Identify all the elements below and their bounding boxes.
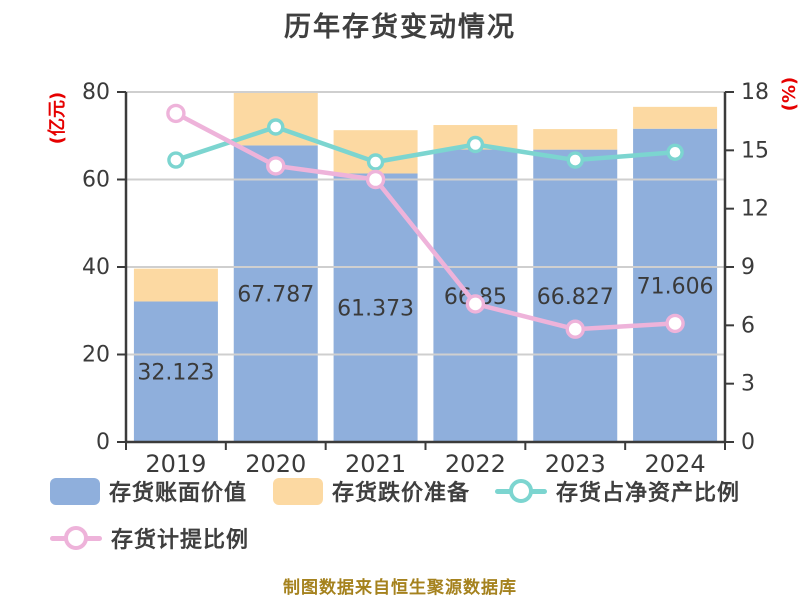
right-axis-unit-label: (%) bbox=[779, 77, 800, 112]
marker-net-asset-ratio-2019 bbox=[167, 151, 185, 169]
marker-provision-ratio-2019 bbox=[166, 103, 186, 124]
chart-title: 历年存货变动情况 bbox=[284, 12, 516, 43]
left-tick-label: 0 bbox=[96, 430, 110, 455]
left-tick-label: 20 bbox=[82, 343, 110, 368]
bar-value-label-2024: 71.606 bbox=[637, 274, 714, 299]
x-axis-label-2024: 2024 bbox=[645, 450, 706, 478]
legend-label-provision-ratio: 存货计提比例 bbox=[111, 528, 250, 553]
left-tick-label: 40 bbox=[82, 255, 110, 280]
legend-swatch-book-value bbox=[50, 477, 100, 505]
marker-provision-ratio-2024 bbox=[665, 313, 685, 334]
marker-net-asset-ratio-2021 bbox=[366, 153, 385, 171]
legend-line-marker-icon bbox=[50, 535, 102, 541]
marker-provision-ratio-2021 bbox=[365, 169, 386, 190]
right-tick-label: 9 bbox=[741, 255, 755, 280]
x-axis-label-2021: 2021 bbox=[345, 450, 406, 478]
x-axis-label-2022: 2022 bbox=[445, 450, 506, 478]
left-tick-label: 60 bbox=[82, 168, 110, 193]
right-tick-label: 12 bbox=[741, 197, 769, 222]
bar-book-value-2021 bbox=[333, 173, 418, 443]
right-tick-label: 18 bbox=[741, 80, 769, 105]
bar-book-value-2019 bbox=[133, 301, 218, 442]
bar-depreciation-reserve-2023 bbox=[533, 129, 618, 150]
legend-label-depreciation-reserve: 存货跌价准备 bbox=[332, 481, 471, 506]
bar-depreciation-reserve-2024 bbox=[633, 106, 718, 129]
marker-provision-ratio-2022 bbox=[465, 294, 486, 314]
legend-item-book-value[interactable]: 存货账面价值 bbox=[50, 476, 247, 506]
bar-book-value-2023 bbox=[533, 149, 618, 442]
marker-net-asset-ratio-2022 bbox=[466, 135, 485, 154]
legend-label-net-asset-ratio: 存货占净资产比例 bbox=[556, 481, 741, 506]
left-tick-label: 80 bbox=[82, 80, 110, 105]
line-net-asset-ratio bbox=[173, 124, 678, 165]
legend-item-net-asset-ratio[interactable]: 存货占净资产比例 bbox=[495, 476, 740, 506]
bar-book-value-2024 bbox=[633, 128, 718, 442]
right-tick-label: 0 bbox=[741, 430, 755, 455]
marker-net-asset-ratio-2024 bbox=[666, 143, 684, 161]
bar-value-label-2023: 66.827 bbox=[537, 285, 614, 310]
legend-line-marker-icon bbox=[495, 488, 547, 494]
marker-net-asset-ratio-2023 bbox=[566, 151, 584, 169]
line-provision-ratio bbox=[173, 111, 678, 332]
bar-value-label-2021: 61.373 bbox=[337, 297, 414, 322]
x-axis-label-2023: 2023 bbox=[545, 450, 606, 478]
data-source-note: 制图数据来自恒生聚源数据库 bbox=[283, 578, 517, 598]
left-axis-unit-label: (亿元) bbox=[46, 92, 68, 144]
legend-swatch-depreciation-reserve bbox=[273, 477, 323, 505]
right-tick-label: 3 bbox=[741, 372, 755, 397]
bar-value-label-2020: 67.787 bbox=[237, 283, 314, 308]
marker-provision-ratio-2023 bbox=[565, 319, 585, 339]
legend-label-book-value: 存货账面价值 bbox=[109, 481, 248, 506]
right-tick-label: 15 bbox=[741, 138, 769, 163]
bar-value-label-2019: 32.123 bbox=[137, 361, 214, 386]
right-tick-label: 6 bbox=[741, 313, 755, 338]
legend-item-depreciation-reserve[interactable]: 存货跌价准备 bbox=[273, 476, 470, 506]
legend-item-provision-ratio[interactable]: 存货计提比例 bbox=[50, 523, 249, 553]
bar-depreciation-reserve-2019 bbox=[133, 268, 218, 302]
x-axis-label-2019: 2019 bbox=[145, 450, 206, 478]
bar-book-value-2020 bbox=[233, 145, 318, 442]
marker-net-asset-ratio-2020 bbox=[267, 118, 285, 136]
marker-provision-ratio-2020 bbox=[266, 156, 286, 176]
x-axis-label-2020: 2020 bbox=[245, 450, 306, 478]
